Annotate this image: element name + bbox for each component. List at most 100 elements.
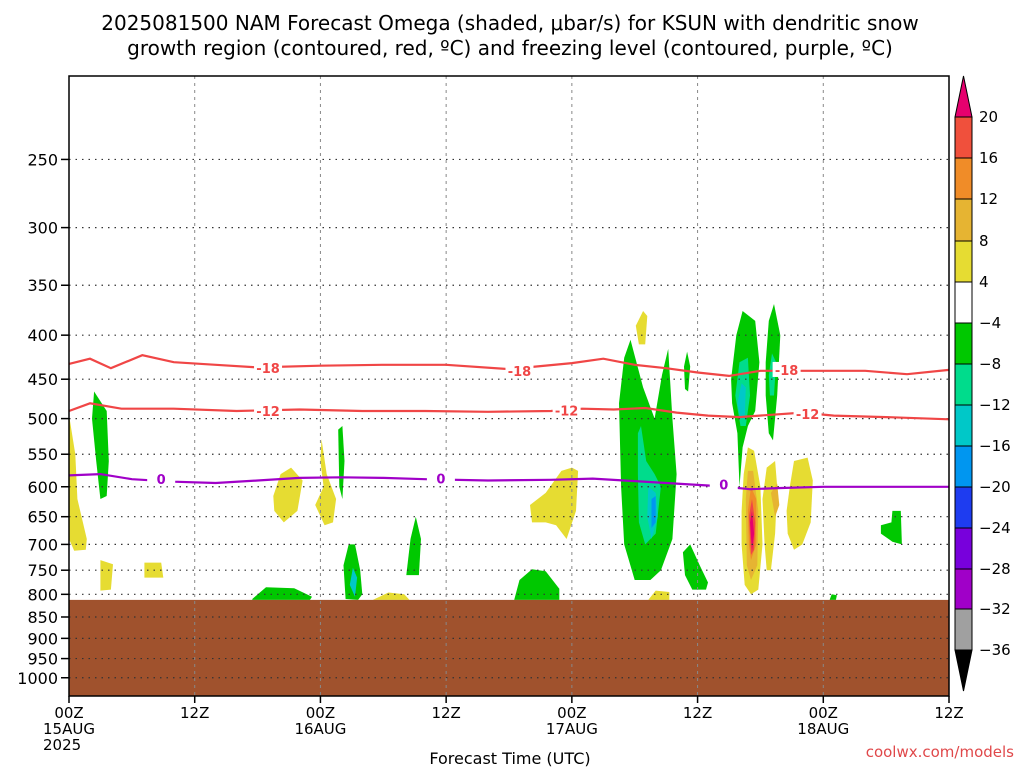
colorbar-label-9: −20 xyxy=(979,478,1011,496)
colorbar-label-6: −8 xyxy=(979,355,1001,373)
colorbar-label-3: 8 xyxy=(979,232,989,250)
colorbar-bin-9 xyxy=(954,486,973,529)
contour-label-bg xyxy=(254,403,283,419)
contour-label-bg xyxy=(426,470,455,486)
colorbar-bin-6 xyxy=(954,363,973,406)
omega-region-0 xyxy=(92,391,109,499)
y-tick-label-400: 400 xyxy=(27,326,58,345)
x-tick-label-84-0: 12Z xyxy=(934,704,963,722)
contour-label-bg xyxy=(772,361,801,377)
y-tick-label-800: 800 xyxy=(27,585,58,604)
x-tick-label-24-1: 16AUG xyxy=(294,720,346,738)
colorbar-bin-1 xyxy=(954,157,973,200)
colorbar-label-13: −36 xyxy=(979,641,1011,659)
y-tick-label-300: 300 xyxy=(27,219,58,238)
contour-label--18: -18 xyxy=(256,362,280,377)
colorbar-bin-5 xyxy=(954,322,973,365)
contour-label--12: -12 xyxy=(256,405,280,420)
omega-region-34 xyxy=(770,483,780,517)
contour-label-bg xyxy=(552,402,581,418)
omega-region-31 xyxy=(750,510,755,551)
contour-label-bg xyxy=(505,362,534,378)
omega-region-36 xyxy=(880,510,902,545)
title-line-2: growth region (contoured, red, ºC) and f… xyxy=(127,36,893,60)
contour-label--18: -18 xyxy=(775,364,799,379)
contour-label--12: -12 xyxy=(555,404,579,419)
terrain-fill xyxy=(69,599,949,696)
contour--12 xyxy=(68,402,950,421)
chart-title: 2025081500 NAM Forecast Omega (shaded, μ… xyxy=(101,11,918,60)
y-tick-label-950: 950 xyxy=(27,650,58,669)
y-tick-label-450: 450 xyxy=(27,370,58,389)
omega-region-13 xyxy=(530,467,579,539)
colorbar-bin-2 xyxy=(954,198,973,242)
colorbar-label-7: −12 xyxy=(979,396,1011,414)
colorbar-label-4: 4 xyxy=(979,273,989,291)
y-tick-label-700: 700 xyxy=(27,535,58,554)
omega-region-12 xyxy=(514,569,560,600)
colorbar-bin-8 xyxy=(954,445,973,488)
colorbar-label-12: −32 xyxy=(979,600,1011,618)
contour-lines: -18 -18 -18 -12 -12 -12 0 0 0 xyxy=(68,354,950,493)
x-tick-label-36-0: 12Z xyxy=(431,704,460,722)
x-tick-label-24-0: 00Z xyxy=(306,704,335,722)
x-tick-label-12-0: 12Z xyxy=(180,704,209,722)
omega-region-7 xyxy=(338,426,345,499)
colorbar-label-10: −24 xyxy=(979,519,1011,537)
y-tick-label-600: 600 xyxy=(27,478,58,497)
omega-region-33 xyxy=(786,457,813,550)
y-tick-label-900: 900 xyxy=(27,629,58,648)
colorbar-label-8: −16 xyxy=(979,437,1011,455)
omega-region-5 xyxy=(273,467,303,523)
contour-label-bg xyxy=(793,406,822,422)
x-tick-label-48-1: 17AUG xyxy=(546,720,598,738)
colorbar-label-5: −4 xyxy=(979,314,1001,332)
x-tick-label-72-0: 00Z xyxy=(809,704,838,722)
omega-shading xyxy=(69,304,902,600)
omega-region-2 xyxy=(100,560,113,591)
colorbar-bottom-arrow xyxy=(954,649,973,692)
omega-region-15 xyxy=(619,339,677,580)
colorbar-bin-12 xyxy=(954,608,973,651)
terrain-layer xyxy=(69,599,949,696)
colorbar-label-2: 12 xyxy=(979,190,998,208)
title-line-1: 2025081500 NAM Forecast Omega (shaded, μ… xyxy=(101,11,918,35)
colorbar-bin-7 xyxy=(954,404,973,447)
omega-region-11 xyxy=(406,516,421,576)
contour-label--18: -18 xyxy=(508,365,532,380)
x-axis-label: Forecast Time (UTC) xyxy=(429,749,590,768)
y-tick-label-750: 750 xyxy=(27,561,58,580)
y-tick-label-850: 850 xyxy=(27,608,58,627)
colorbar-label-1: 16 xyxy=(979,149,998,167)
omega-region-6 xyxy=(315,439,337,526)
colorbar-label-11: −28 xyxy=(979,560,1011,578)
credit-text[interactable]: coolwx.com/models xyxy=(866,743,1014,761)
colorbar-bin-0 xyxy=(954,116,973,159)
omega-region-18 xyxy=(651,496,656,528)
y-tick-label-550: 550 xyxy=(27,445,58,464)
contour-label-0: 0 xyxy=(157,473,166,488)
omega-region-9 xyxy=(349,567,358,597)
y-axis-ticks: 250 300 350 400 450 500 550 600 650 700 750 800 850 9… xyxy=(17,150,69,688)
omega-region-35 xyxy=(829,594,837,600)
x-tick-label-60-0: 12Z xyxy=(683,704,712,722)
contour-label-bg xyxy=(709,476,738,492)
colorbar-top-arrow xyxy=(954,75,973,118)
omega-region-1 xyxy=(69,414,87,551)
colorbar: 20 16 12 8 4 −4 −8 −12 −16 −20 −24 −28 −32 −36 xyxy=(954,75,1011,692)
x-tick-label-0-1: 15AUG xyxy=(43,720,95,738)
contour-label-bg xyxy=(254,360,283,376)
contour-label-0: 0 xyxy=(436,473,445,488)
colorbar-label-0: 20 xyxy=(979,108,998,126)
x-tick-label-72-1: 18AUG xyxy=(797,720,849,738)
colorbar-bin-11 xyxy=(954,568,973,610)
contour-label-0: 0 xyxy=(719,478,728,493)
x-tick-label-48-0: 00Z xyxy=(557,704,586,722)
omega-region-21 xyxy=(682,544,708,590)
omega-region-19 xyxy=(648,590,670,600)
omega-region-25 xyxy=(737,383,746,419)
x-tick-label-0-0: 00Z xyxy=(54,704,83,722)
colorbar-bin-10 xyxy=(954,527,973,570)
colorbar-bin-3 xyxy=(954,240,973,283)
